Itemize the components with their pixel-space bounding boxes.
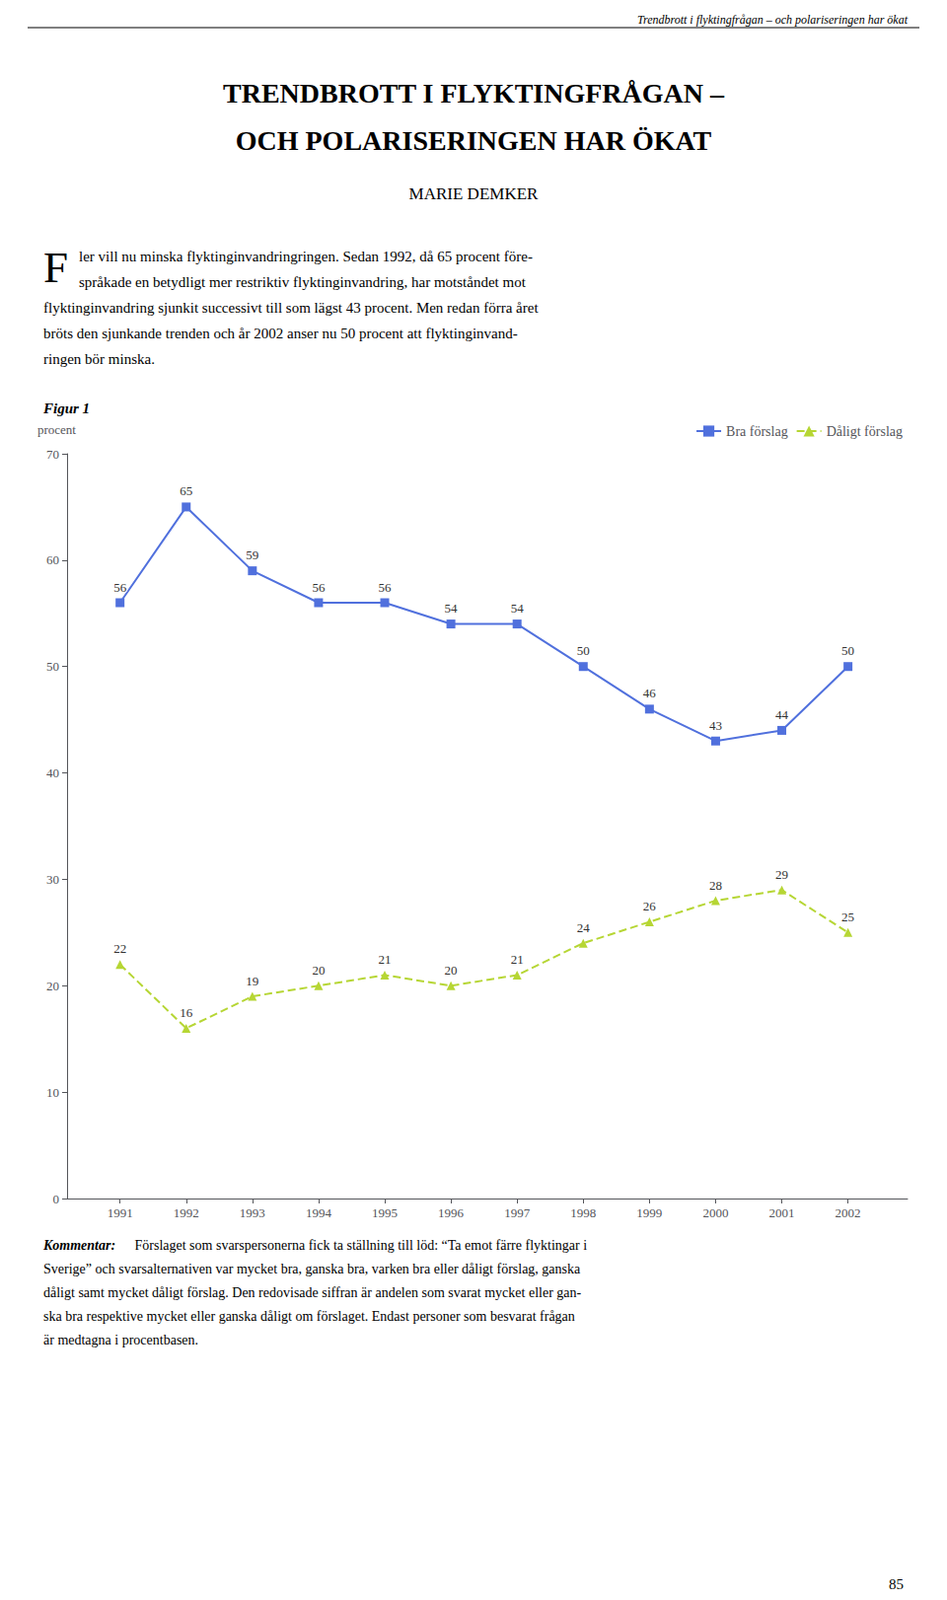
svg-text:30: 30 (46, 872, 60, 887)
svg-text:10: 10 (46, 1085, 60, 1100)
svg-text:28: 28 (709, 877, 723, 893)
svg-text:1995: 1995 (371, 1205, 398, 1221)
svg-text:Bra förslag: Bra förslag (726, 424, 789, 439)
svg-text:1996: 1996 (437, 1205, 465, 1221)
svg-text:F: F (43, 242, 69, 292)
svg-text:2002: 2002 (835, 1205, 862, 1221)
svg-text:1997: 1997 (504, 1205, 531, 1221)
svg-text:1999: 1999 (636, 1205, 662, 1221)
svg-text:TRENDBROTT I FLYKTINGFRÅGAN –: TRENDBROTT I FLYKTINGFRÅGAN – (222, 77, 726, 109)
svg-text:1993: 1993 (239, 1205, 266, 1221)
svg-text:21: 21 (510, 951, 524, 967)
svg-text:24: 24 (577, 920, 591, 936)
svg-text:1994: 1994 (305, 1205, 333, 1221)
svg-text:50: 50 (577, 643, 590, 658)
svg-text:2000: 2000 (702, 1205, 729, 1221)
svg-text:60: 60 (46, 552, 60, 568)
svg-text:40: 40 (46, 765, 60, 781)
svg-text:56: 56 (113, 580, 128, 595)
svg-text:56: 56 (311, 580, 326, 595)
svg-text:ska bra respektive mycket elle: ska bra respektive mycket eller ganska d… (43, 1309, 576, 1324)
svg-text:är medtagna i procentbasen.: är medtagna i procentbasen. (43, 1332, 199, 1348)
svg-text:Dåligt förslag: Dåligt förslag (826, 424, 903, 439)
svg-text:bröts den sjunkande trenden oc: bröts den sjunkande trenden och år 2002 … (43, 325, 518, 342)
svg-text:19: 19 (245, 973, 259, 989)
svg-text:Kommentar:: Kommentar: (42, 1238, 116, 1253)
svg-text:MARIE DEMKER: MARIE DEMKER (409, 184, 539, 204)
svg-text:procent: procent (37, 422, 76, 438)
svg-text:Figur 1: Figur 1 (42, 400, 90, 417)
svg-text:54: 54 (444, 600, 459, 616)
svg-text:65: 65 (179, 483, 193, 499)
svg-text:26: 26 (643, 898, 657, 914)
svg-text:56: 56 (378, 580, 393, 595)
svg-text:Trendbrott i flyktingfrågan –: Trendbrott i flyktingfrågan – och polari… (637, 12, 909, 27)
svg-text:29: 29 (775, 867, 789, 882)
svg-text:50: 50 (46, 658, 60, 674)
svg-text:flyktinginvandring sjunkit suc: flyktinginvandring sjunkit successivt ti… (43, 299, 539, 316)
svg-text:43: 43 (709, 718, 723, 733)
svg-text:OCH POLARISERINGEN HAR ÖKAT: OCH POLARISERINGEN HAR ÖKAT (235, 125, 713, 156)
svg-text:dåligt samt mycket dåligt förs: dåligt samt mycket dåligt förslag. Den r… (43, 1285, 583, 1301)
svg-text:25: 25 (841, 909, 855, 925)
svg-text:85: 85 (888, 1576, 904, 1593)
svg-text:1992: 1992 (173, 1205, 200, 1221)
svg-text:20: 20 (46, 978, 60, 994)
svg-text:0: 0 (53, 1191, 61, 1207)
svg-text:21: 21 (378, 951, 392, 967)
svg-text:språkade en betydligt mer rest: språkade en betydligt mer restriktiv fly… (78, 274, 527, 291)
svg-text:46: 46 (643, 685, 657, 701)
svg-text:ler vill nu minska flyktinginv: ler vill nu minska flyktinginvandringrin… (78, 248, 533, 265)
svg-text:44: 44 (775, 707, 790, 723)
svg-text:54: 54 (510, 600, 525, 616)
svg-text:Sverige” och svarsalternativen: Sverige” och svarsalternativen var mycke… (43, 1261, 582, 1277)
svg-text:22: 22 (113, 941, 127, 956)
svg-text:Förslaget som svarspersonerna: Förslaget som svarspersonerna fick ta st… (131, 1238, 587, 1253)
svg-text:20: 20 (311, 962, 325, 978)
svg-text:1998: 1998 (570, 1205, 596, 1221)
svg-text:70: 70 (46, 446, 60, 462)
svg-text:59: 59 (245, 547, 259, 563)
svg-text:2001: 2001 (769, 1205, 796, 1221)
svg-text:ringen bör minska.: ringen bör minska. (43, 351, 155, 367)
svg-text:16: 16 (179, 1005, 194, 1020)
svg-text:50: 50 (841, 643, 855, 658)
svg-text:1991: 1991 (107, 1205, 134, 1221)
svg-text:20: 20 (444, 962, 458, 978)
